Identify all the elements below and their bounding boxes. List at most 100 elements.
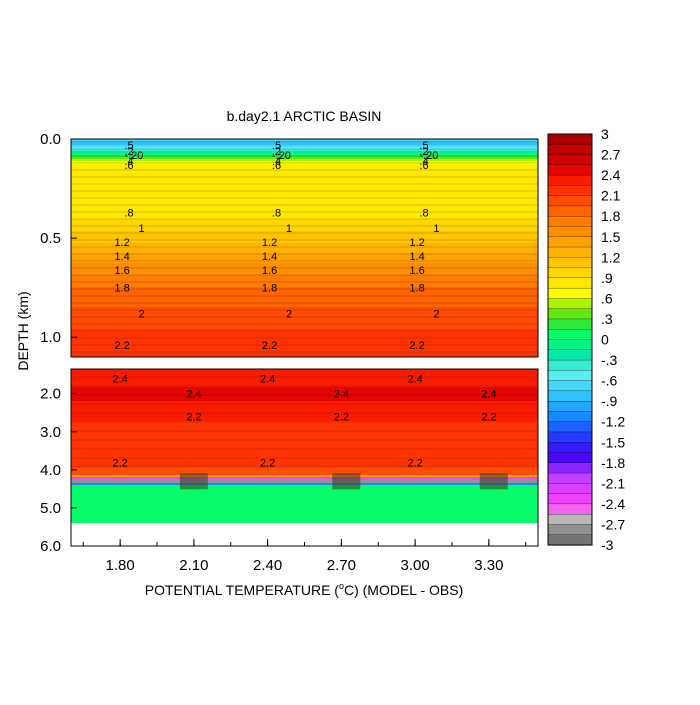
top-fill-band [71,203,538,205]
bottom-fill-band [71,375,538,377]
top-fill-band [71,315,538,317]
top-contour-label: 1.8 [409,283,424,295]
top-fill-band [71,181,538,183]
top-contour-label: 1.6 [409,265,424,277]
bottom-fill-band [71,439,538,441]
colorbar-swatch [547,493,593,505]
top-fill-band [71,331,538,333]
colorbar-label: -1.5 [601,434,625,450]
colorbar-swatch [547,534,593,546]
colorbar-swatch [547,287,593,299]
top-contour-label: 1.2 [262,237,277,249]
bottom-fill-band [71,519,538,521]
top-panel-contour-labels: .5.5.5.2.2.2-.20 -.20 -.20.4.4.4.6.6.6.8.8… [114,140,439,352]
bottom-fill-band [71,477,538,479]
top-fill-band [71,309,538,311]
bottom-contour-label: 2.2 [334,412,349,424]
top-contour-label: 2 [138,308,144,320]
colorbar-label: -.9 [601,393,618,409]
top-panel-fill [71,139,538,357]
top-fill-band [71,199,538,201]
x-tick-label: 2.70 [327,557,356,574]
bottom-contour-label: 2.4 [260,374,275,386]
top-fill-band [71,299,538,301]
top-fill-band [71,229,538,231]
top-fill-band [71,353,538,355]
top-fill-band [71,159,538,161]
colorbar-swatch [547,154,593,166]
top-fill-band [71,201,538,203]
top-fill-band [71,209,538,211]
bottom-fill-band [71,419,538,421]
top-fill-band [71,219,538,221]
top-fill-band [71,263,538,265]
bottom-fill-band [71,399,538,401]
colorbar-swatch [547,205,593,217]
colorbar-label: 2.4 [601,167,621,183]
colorbar-swatch [547,308,593,320]
top-fill-band [71,339,538,341]
top-fill-band [71,345,538,347]
top-fill-band [71,157,538,159]
colorbar-swatch [547,349,593,361]
top-contour-label: .6 [272,160,281,172]
bottom-fill-band [71,453,538,455]
colorbar-swatch [547,257,593,269]
top-panel-frame [70,138,539,358]
bottom-fill-band [71,509,538,511]
bottom-fill-band [71,457,538,459]
bottom-contour-label: 2.4 [407,374,422,386]
bottom-fill-band [71,425,538,427]
top-contour-label: .4 [124,156,133,168]
bottom-fill-band [71,371,538,373]
top-contour-label: .6 [419,160,428,172]
top-fill-band [71,153,538,155]
top-contour-label: 1.4 [262,251,277,263]
bottom-fill-band [71,401,538,403]
bottom-fill-band [71,481,538,483]
bottom-fill-band [71,467,538,469]
colorbar-label: -2.1 [601,475,625,491]
colorbar-label: 0 [601,332,609,348]
bottom-contour-label: 2.2 [186,412,201,424]
top-fill-band [71,183,538,185]
bottom-fill-band [71,417,538,419]
bottom-fill-band [71,385,538,387]
top-contour-label: 1.6 [114,265,129,277]
top-fill-band [71,235,538,237]
top-y-tick-label: 0.5 [40,230,61,247]
top-fill-band [71,213,538,215]
top-contour-label: .8 [124,207,133,219]
bottom-fill-band [71,503,538,505]
top-fill-band [71,197,538,199]
bottom-fill-band [71,387,538,389]
top-contour-label: -.20 [419,150,438,162]
top-contour-label: 2 [433,308,439,320]
bottom-fill-band [71,511,538,513]
bottom-fill-band [71,407,538,409]
x-tick-label: 3.00 [401,557,430,574]
bottom-fill-band [71,461,538,463]
colorbar-label: 1.5 [601,229,621,245]
top-contour-label: 1.2 [409,237,424,249]
bottom-y-tick-label: 6.0 [40,538,61,555]
top-fill-band [71,251,538,253]
colorbar-frame [547,133,593,546]
colorbar-label: .3 [601,311,613,327]
top-contour-label: .5 [272,140,281,152]
bottom-fill-band [71,499,538,501]
top-fill-band [71,333,538,335]
top-fill-band [71,189,538,191]
top-fill-band [71,281,538,283]
top-contour-label: .8 [272,207,281,219]
colorbar-label: 1.2 [601,249,621,265]
top-fill-band [71,221,538,223]
bottom-fill-band [71,495,538,497]
bottom-fill-band [71,397,538,399]
bottom-fill-band [71,423,538,425]
bottom-contour-label: 2.4 [481,389,496,401]
colorbar-swatch [547,236,593,248]
top-fill-band [71,249,538,251]
bottom-fill-band [71,497,538,499]
bottom-fill-band [71,459,538,461]
